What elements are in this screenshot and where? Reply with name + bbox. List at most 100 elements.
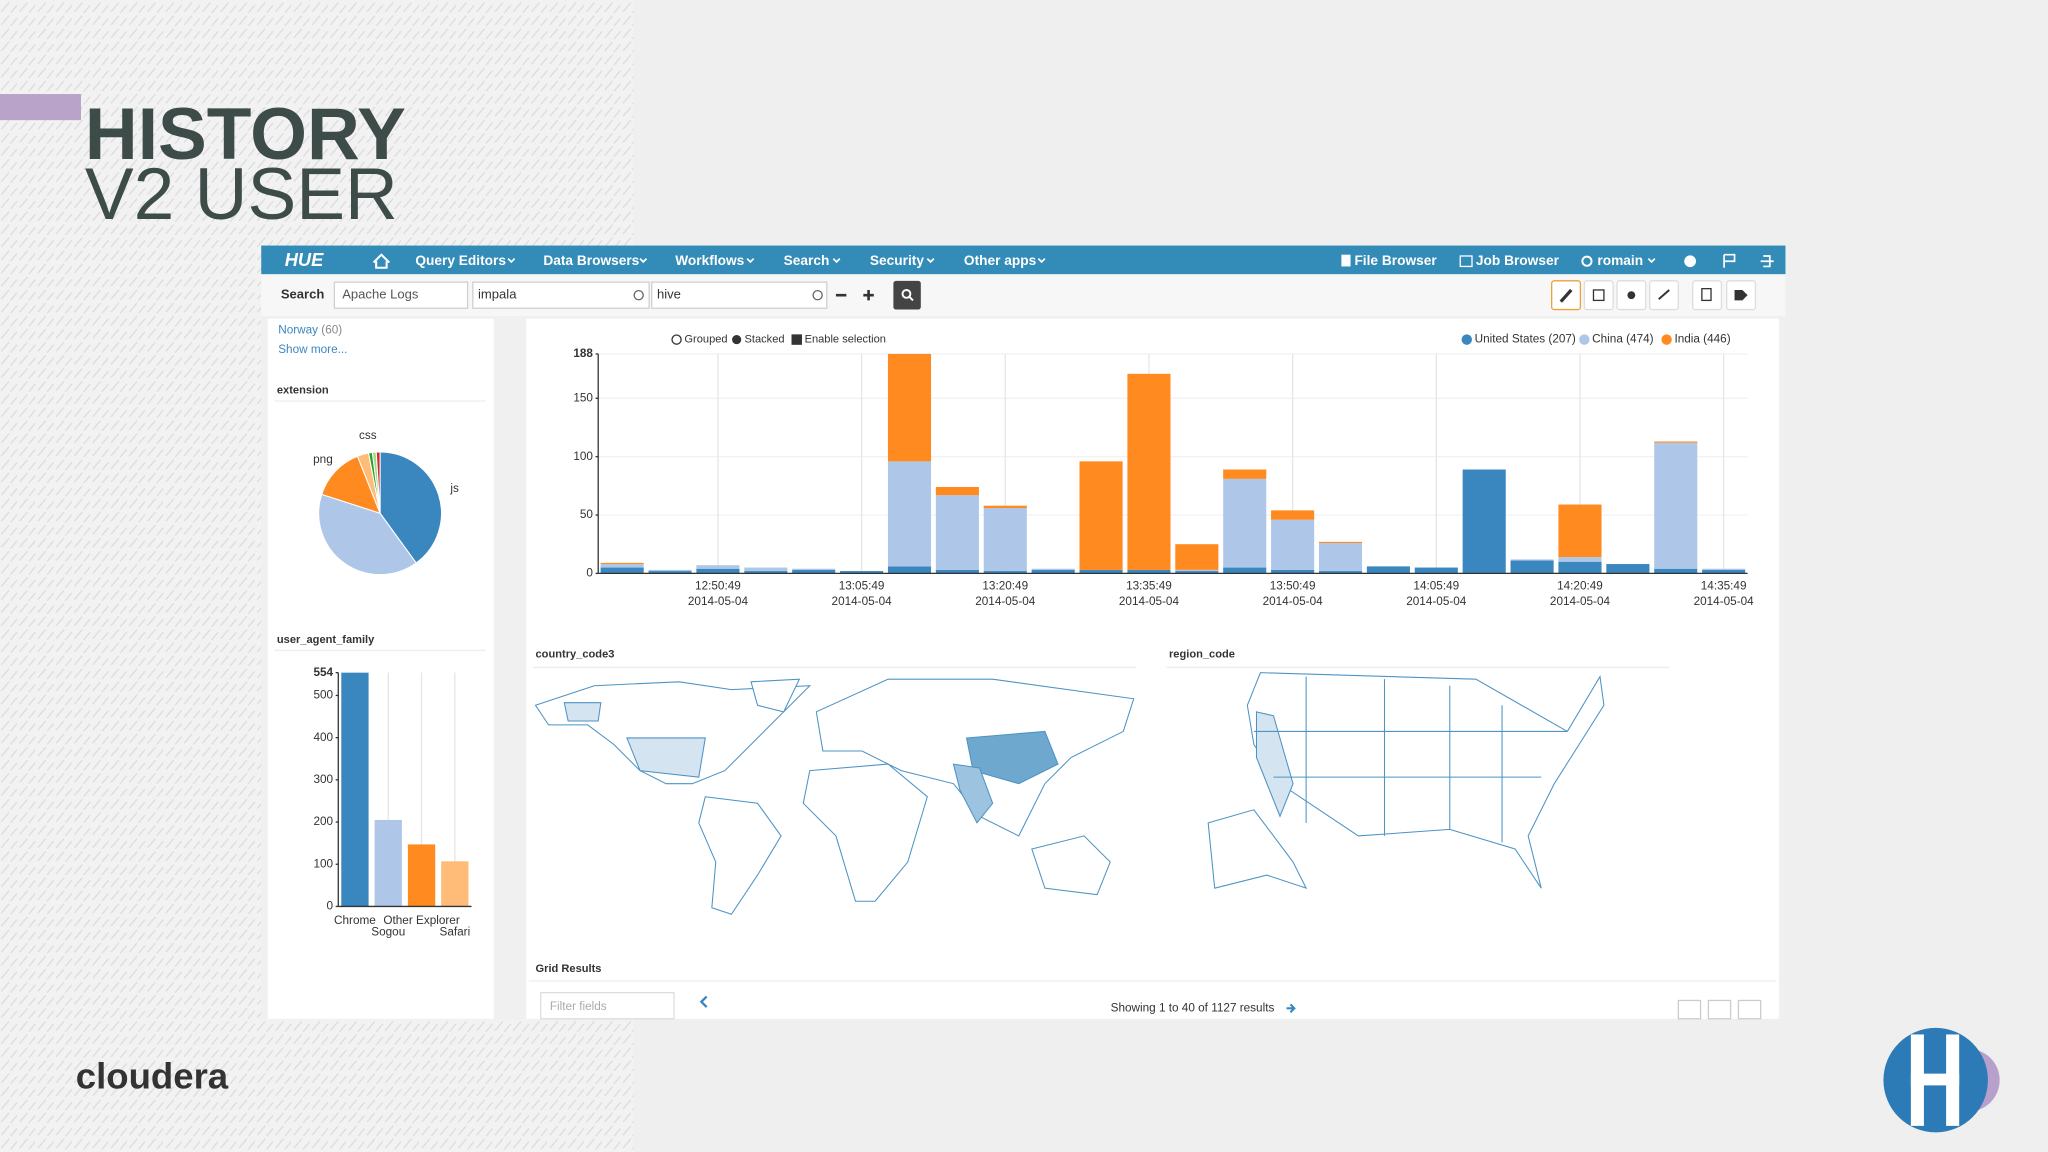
search-icon xyxy=(901,288,912,299)
collection-select[interactable] xyxy=(333,281,469,309)
x-tick-date: 2014-05-04 xyxy=(1263,595,1324,608)
menu-chevrons xyxy=(507,258,1656,264)
bar-segment xyxy=(887,353,932,462)
collapse-button[interactable] xyxy=(699,995,708,1008)
bar xyxy=(441,861,469,907)
x-tick-date: 2014-05-04 xyxy=(1406,595,1467,608)
pie-label: png xyxy=(313,453,333,466)
bar-segment xyxy=(1462,469,1506,574)
help-icon[interactable] xyxy=(1684,255,1696,268)
bar-segment xyxy=(1271,510,1315,520)
nav-link[interactable]: Job Browser xyxy=(1476,253,1560,268)
bar xyxy=(374,819,402,907)
pie-label: css xyxy=(359,429,377,442)
bar-segment xyxy=(1271,569,1315,574)
clear-icon[interactable] xyxy=(812,289,823,301)
bar-segment xyxy=(600,562,644,565)
query-text: impala xyxy=(478,287,517,302)
bar-segment xyxy=(935,495,979,570)
facet-count: (60) xyxy=(321,324,342,337)
pie-slice xyxy=(379,451,442,564)
menu[interactable]: Other apps xyxy=(964,253,1037,268)
search-button[interactable] xyxy=(893,280,921,310)
menu[interactable]: Security xyxy=(870,253,924,268)
bar-segment xyxy=(1223,478,1267,568)
clear-icon[interactable] xyxy=(633,289,644,301)
export-button[interactable] xyxy=(1737,999,1762,1020)
x-tick-date: 2014-05-04 xyxy=(688,595,749,608)
world-map xyxy=(534,678,1135,915)
show-more-link[interactable]: Show more... xyxy=(278,343,347,356)
query-input[interactable] xyxy=(651,281,828,309)
chart-option[interactable]: Stacked xyxy=(744,334,784,346)
map-title: region_code xyxy=(1169,648,1235,660)
new-button[interactable] xyxy=(1692,280,1723,311)
flag-icon[interactable] xyxy=(1723,253,1736,268)
menu[interactable]: Search xyxy=(784,253,830,268)
user-menu[interactable]: romain xyxy=(1597,253,1643,268)
bar-segment xyxy=(935,569,979,574)
export-buttons xyxy=(1677,999,1762,1020)
bar-segment xyxy=(1175,544,1219,570)
bar-segment xyxy=(1702,568,1746,570)
bar-segment xyxy=(1318,541,1363,544)
x-tick-label: 13:50:49 xyxy=(1270,580,1316,593)
x-tick-label: 14:05:49 xyxy=(1413,580,1459,593)
bar-segment xyxy=(1702,569,1746,574)
add-query-button[interactable] xyxy=(863,289,874,301)
bar-segment xyxy=(792,569,836,574)
logout-icon[interactable] xyxy=(1760,255,1774,268)
legend-label: United States (207) xyxy=(1475,333,1576,346)
next-page-button[interactable] xyxy=(1286,1003,1296,1013)
bar-segment xyxy=(887,566,932,574)
filter-input[interactable] xyxy=(540,992,675,1020)
y-tick-label: 50 xyxy=(580,508,594,521)
bar-segment xyxy=(600,567,644,574)
menu[interactable]: Data Browsers xyxy=(543,253,639,268)
menu[interactable]: Workflows xyxy=(675,253,744,268)
export-button[interactable] xyxy=(1707,999,1732,1020)
x-tick-label: 13:05:49 xyxy=(839,580,885,593)
radio-grouped[interactable] xyxy=(671,334,682,345)
x-tick-label: Chrome xyxy=(334,914,376,927)
export-button[interactable] xyxy=(1677,999,1702,1020)
chart-option[interactable]: Grouped xyxy=(684,334,727,346)
bar-segment xyxy=(1127,373,1171,570)
legend-marker xyxy=(1661,334,1672,345)
x-tick-date: 2014-05-04 xyxy=(832,595,893,608)
nav-link[interactable]: File Browser xyxy=(1354,253,1437,268)
gear-icon xyxy=(1581,255,1593,267)
search-icon xyxy=(908,295,914,302)
y-tick-label: 554 xyxy=(313,666,333,679)
brand[interactable]: HUE xyxy=(285,249,324,270)
bar-segment xyxy=(1606,564,1650,574)
y-tick-label: 150 xyxy=(573,391,593,404)
slide-subtitle: V2 USER xyxy=(85,154,398,235)
save-button[interactable] xyxy=(1583,280,1614,311)
bar-segment xyxy=(1079,569,1123,574)
radio-stacked[interactable] xyxy=(732,335,742,345)
bar xyxy=(341,672,369,907)
hue-logo xyxy=(1883,1027,2000,1133)
bar-segment xyxy=(1223,567,1267,574)
checkbox-selection[interactable] xyxy=(791,334,802,345)
bar xyxy=(407,844,436,907)
bar-segment xyxy=(1271,519,1315,570)
x-tick-date: 2014-05-04 xyxy=(1550,595,1611,608)
y-tick-label: 300 xyxy=(313,773,333,786)
bar-segment xyxy=(1031,568,1075,570)
y-tick-label: 200 xyxy=(313,815,333,828)
legend-marker xyxy=(1579,334,1590,345)
home-icon[interactable] xyxy=(372,253,390,269)
bar-segment xyxy=(1318,571,1363,574)
us-map xyxy=(1207,672,1605,890)
x-tick-label: Safari xyxy=(440,926,471,939)
x-tick-date: 2014-05-04 xyxy=(975,595,1036,608)
bar-segment xyxy=(1175,571,1219,574)
facet-item[interactable]: Norway xyxy=(278,324,318,337)
menu[interactable]: Query Editors xyxy=(415,253,506,268)
job-icon xyxy=(1459,255,1473,268)
chart-option[interactable]: Enable selection xyxy=(805,334,886,346)
query-input[interactable] xyxy=(472,281,650,309)
